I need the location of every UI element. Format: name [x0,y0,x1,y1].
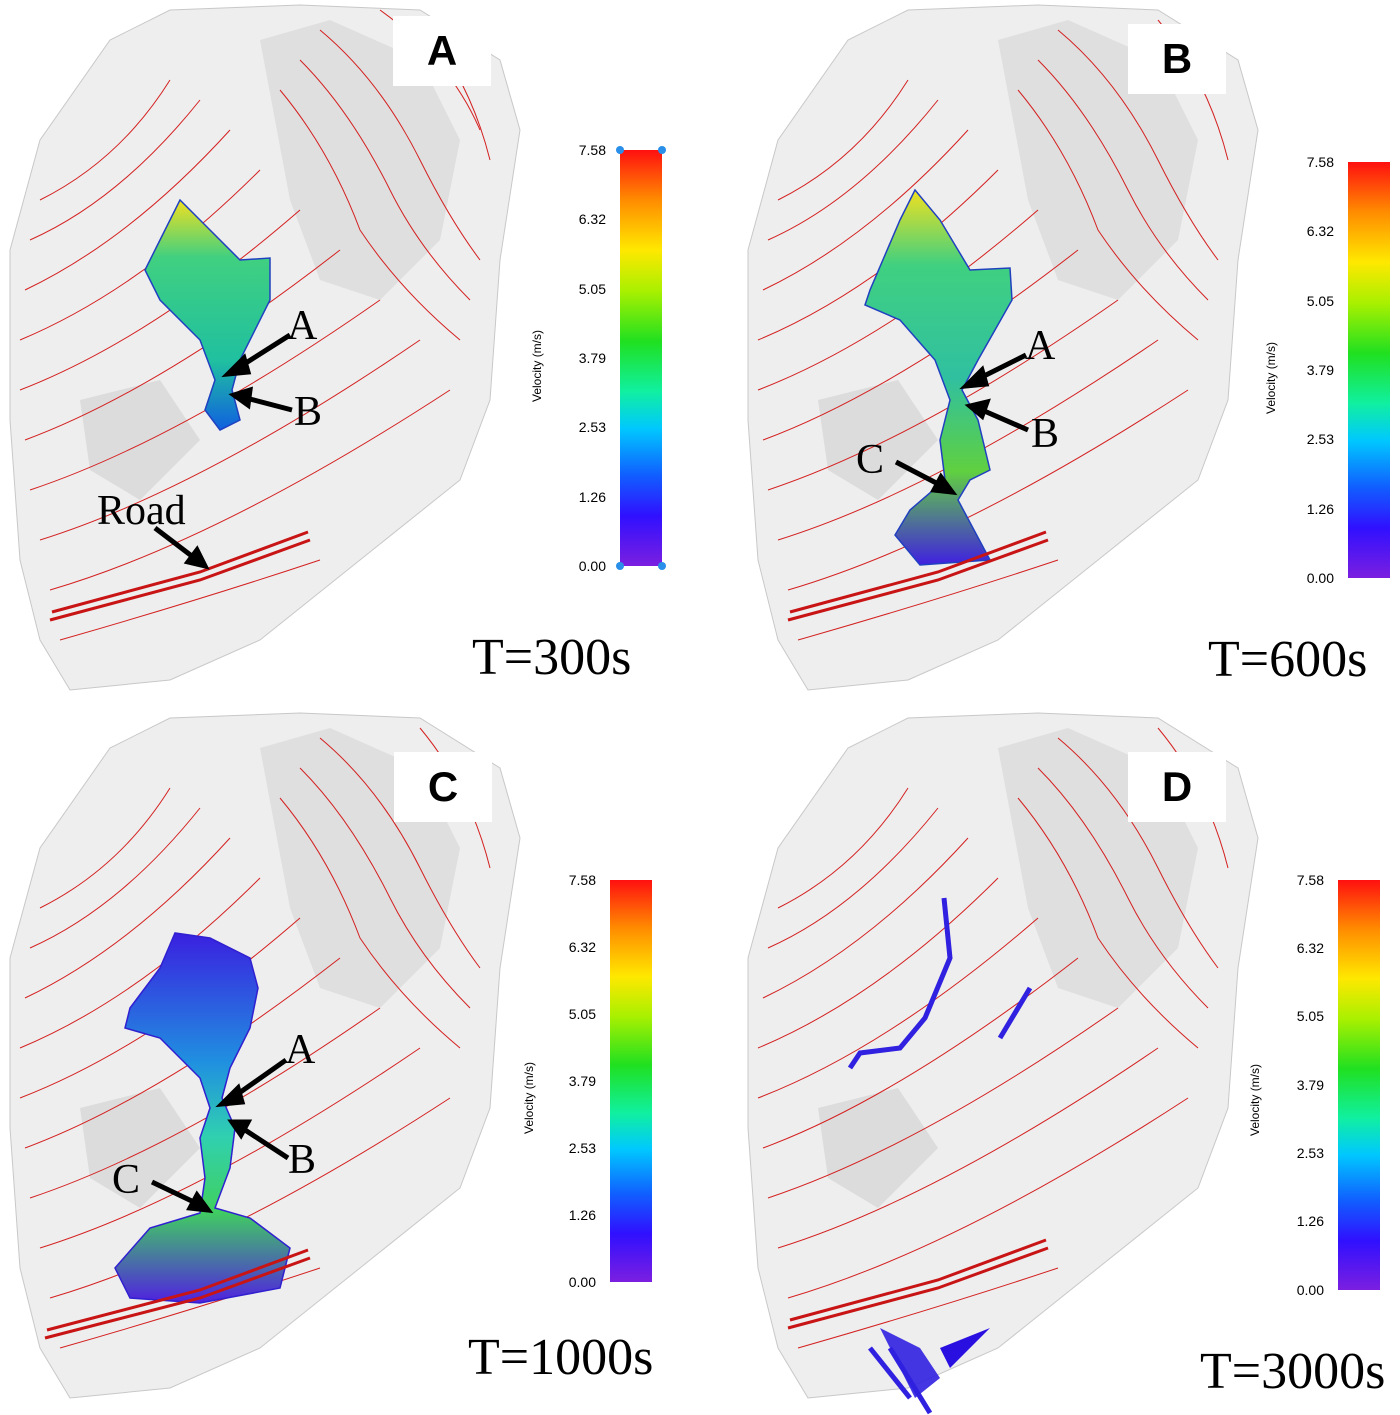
colorbar-title: Velocity (m/s) [522,1061,536,1134]
colorbar-tick: 0.00 [1306,570,1334,586]
time-label: T=1000s [468,1329,654,1386]
colorbar-handle [658,562,666,570]
terrain-map-c [9,712,521,1399]
colorbar-tick: 2.53 [1306,431,1334,447]
velocity-colorbar [620,150,662,566]
colorbar-tick: 2.53 [568,1140,596,1156]
panel-a: A T=300s A B Road 7.58 6.32 5.05 3.79 2.… [0,0,700,707]
colorbar-tick: 3.79 [578,350,606,366]
annotation-b: B [288,1137,317,1183]
annotation-b: B [294,389,323,435]
colorbar-tick: 5.05 [1306,293,1334,309]
panel-letter: A [393,16,491,86]
colorbar-tick: 7.58 [578,142,606,158]
time-label: T=600s [1208,631,1368,688]
colorbar-tick: 3.79 [1306,362,1334,378]
colorbar-handle [658,146,666,154]
arrows-a [153,332,293,570]
colorbar-tick: 7.58 [1296,872,1324,888]
annotation-a: A [287,303,318,349]
colorbar-tick: 1.26 [568,1207,596,1223]
arrows-c [150,1057,290,1214]
colorbar-tick: 7.58 [568,872,596,888]
velocity-colorbar [1348,162,1390,578]
colorbar-tick: 0.00 [578,558,606,574]
colorbar-tick: 6.32 [578,211,606,227]
colorbar-title: Velocity (m/s) [530,329,544,402]
colorbar-title: Velocity (m/s) [1248,1063,1262,1136]
terrain-map-d [747,712,1259,1415]
colorbar-tick: 3.79 [1296,1077,1324,1093]
colorbar-tick: 0.00 [568,1274,596,1290]
annotation-a: A [1025,323,1056,369]
annotation-road: Road [97,488,186,534]
panel-letter: D [1128,752,1226,822]
annotation-c: C [112,1157,141,1203]
panel-letter: C [394,752,492,822]
colorbar-tick: 5.05 [578,281,606,297]
colorbar-tick: 2.53 [1296,1145,1324,1161]
panel-b: B T=600s A B C 7.58 6.32 5.05 3.79 2.53 … [700,0,1400,707]
velocity-colorbar [610,880,652,1282]
annotation-b: B [1031,411,1060,457]
annotation-a: A [285,1027,316,1073]
annotation-c: C [856,437,885,483]
terrain-map-b [747,4,1259,691]
panel-d: D T=3000s 7.58 6.32 5.05 3.79 2.53 1.26 … [700,708,1400,1415]
colorbar-tick: 6.32 [1296,940,1324,956]
colorbar-tick: 7.58 [1306,154,1334,170]
colorbar-handle [616,562,624,570]
panel-letter: B [1128,24,1226,94]
colorbar-tick: 5.05 [1296,1008,1324,1024]
colorbar-tick: 2.53 [578,419,606,435]
colorbar-tick: 1.26 [578,489,606,505]
terrain-map-a [9,4,521,691]
colorbar-tick: 6.32 [568,939,596,955]
colorbar-tick: 0.00 [1296,1282,1324,1298]
colorbar-title: Velocity (m/s) [1264,341,1278,414]
colorbar-tick: 3.79 [568,1073,596,1089]
colorbar-tick: 1.26 [1296,1213,1324,1229]
velocity-colorbar [1338,880,1380,1290]
time-label: T=300s [472,629,632,686]
time-label: T=3000s [1200,1343,1386,1400]
colorbar-tick: 1.26 [1306,501,1334,517]
arrows-b [894,352,1029,496]
colorbar-tick: 5.05 [568,1006,596,1022]
colorbar-tick: 6.32 [1306,223,1334,239]
colorbar-handle [616,146,624,154]
panel-c: C T=1000s A B C 7.58 6.32 5.05 3.79 2.53… [0,708,700,1415]
